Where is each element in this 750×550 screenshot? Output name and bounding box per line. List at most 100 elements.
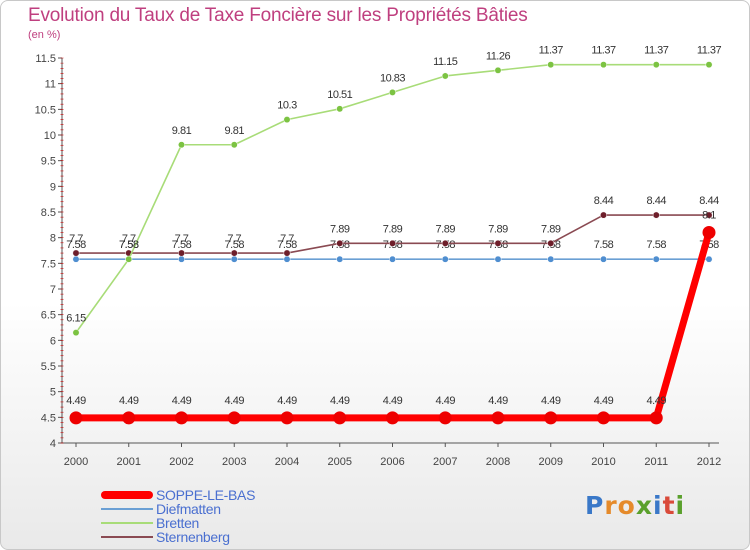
data-point-bretten: [705, 61, 713, 69]
data-point-diefmatten: [600, 255, 607, 263]
y-tick-label: 5.5: [41, 361, 56, 373]
y-tick-label: 8.5: [41, 207, 56, 219]
data-point-soppe-le-bas: [175, 411, 188, 425]
y-tick-label: 9.5: [41, 156, 56, 168]
data-label-sternenberg: 7.7: [175, 233, 189, 245]
data-point-diefmatten: [283, 255, 291, 263]
data-point-bretten: [336, 105, 344, 113]
data-label-diefmatten: 7.58: [277, 239, 297, 251]
data-label-sternenberg: 7.7: [69, 233, 83, 245]
data-label-soppe-le-bas: 4.49: [383, 395, 403, 407]
x-tick-label: 2011: [644, 456, 668, 468]
y-tick-label: 9: [50, 181, 56, 193]
y-tick-label: 7: [50, 284, 56, 296]
logo-letter: P: [585, 491, 605, 520]
legend-label-diefmatten: Diefmatten: [156, 501, 221, 517]
y-tick-label: 10.5: [35, 104, 56, 116]
data-label-soppe-le-bas: 4.49: [66, 395, 86, 407]
data-label-sternenberg: 7.7: [122, 233, 136, 245]
data-point-bretten: [389, 88, 396, 96]
logo-letter: r: [604, 491, 618, 520]
x-tick-label: 2006: [380, 456, 404, 468]
legend-label-sternenberg: Sternenberg: [156, 529, 230, 545]
legend-label-soppe-le-bas: SOPPE-LE-BAS: [156, 487, 256, 503]
data-point-sternenberg: [705, 211, 713, 219]
x-tick-label: 2008: [486, 456, 510, 468]
data-point-bretten: [547, 61, 555, 69]
data-label-diefmatten: 7.58: [647, 239, 667, 251]
data-label-bretten: 11.26: [486, 50, 511, 62]
data-label-bretten: 9.81: [225, 125, 245, 137]
data-label-diefmatten: 7.58: [594, 239, 614, 251]
data-point-soppe-le-bas: [69, 411, 83, 425]
data-label-sternenberg: 7.89: [330, 223, 350, 235]
x-tick-label: 2000: [64, 456, 88, 468]
data-point-soppe-le-bas: [386, 411, 399, 425]
y-tick-label: 6: [50, 335, 56, 347]
y-unit-label: (en %): [28, 29, 61, 41]
data-point-diefmatten: [336, 255, 344, 263]
data-point-bretten: [652, 61, 660, 69]
data-label-soppe-le-bas: 8.1: [702, 210, 716, 222]
data-label-sternenberg: 7.89: [383, 223, 403, 235]
data-label-bretten: 11.15: [433, 56, 458, 68]
data-point-bretten: [125, 255, 133, 263]
data-point-bretten: [72, 329, 80, 337]
data-point-diefmatten: [389, 255, 396, 263]
data-label-diefmatten: 7.58: [225, 239, 245, 251]
data-label-bretten: 10.83: [380, 72, 405, 84]
data-label-soppe-le-bas: 4.49: [119, 395, 139, 407]
brand-logo: Proxiti: [585, 491, 685, 520]
data-label-soppe-le-bas: 4.49: [488, 395, 508, 407]
data-point-sternenberg: [600, 211, 607, 219]
data-point-diefmatten: [230, 255, 238, 263]
data-point-soppe-le-bas: [280, 411, 294, 425]
data-label-bretten: 9.81: [172, 125, 192, 137]
chart-title: Evolution du Taux de Taxe Foncière sur l…: [28, 5, 528, 26]
legend-swatch-diefmatten: [101, 508, 153, 510]
data-label-bretten: 6.15: [66, 313, 86, 325]
y-tick-label: 8: [50, 233, 56, 245]
x-tick-label: 2009: [539, 456, 563, 468]
data-label-sternenberg: 7.7: [227, 233, 241, 245]
y-tick-label: 5: [50, 387, 56, 399]
data-label-soppe-le-bas: 4.49: [594, 395, 614, 407]
data-point-bretten: [230, 141, 238, 149]
data-point-sternenberg: [178, 249, 185, 257]
x-tick-label: 2010: [591, 456, 615, 468]
data-point-bretten: [494, 66, 502, 74]
data-label-sternenberg: 7.89: [436, 223, 456, 235]
data-point-sternenberg: [283, 249, 291, 257]
y-tick-label: 11.5: [35, 53, 56, 65]
data-point-diefmatten: [547, 255, 555, 263]
x-tick-label: 2007: [433, 456, 457, 468]
data-label-bretten: 11.37: [591, 45, 616, 57]
data-label-sternenberg: 7.89: [541, 223, 561, 235]
legend-swatch-sternenberg: [101, 536, 153, 538]
data-label-soppe-le-bas: 4.49: [277, 395, 297, 407]
data-point-diefmatten: [178, 255, 185, 263]
data-point-diefmatten: [494, 255, 502, 263]
y-tick-label: 4.5: [41, 412, 56, 424]
logo-letter: o: [617, 491, 636, 520]
legend-label-bretten: Bretten: [156, 515, 200, 531]
data-point-soppe-le-bas: [544, 411, 558, 425]
data-point-diefmatten: [705, 255, 713, 263]
data-label-bretten: 11.37: [644, 45, 669, 57]
data-label-soppe-le-bas: 4.49: [647, 395, 667, 407]
data-point-diefmatten: [72, 255, 80, 263]
data-point-soppe-le-bas: [227, 411, 241, 425]
data-point-soppe-le-bas: [649, 411, 663, 425]
logo-letter: i: [653, 491, 663, 520]
data-point-diefmatten: [652, 255, 660, 263]
x-tick-label: 2003: [222, 456, 246, 468]
data-label-sternenberg: 8.44: [647, 195, 667, 207]
data-point-sternenberg: [652, 211, 660, 219]
data-label-bretten: 7.58: [119, 239, 139, 251]
data-label-sternenberg: 7.89: [488, 223, 508, 235]
x-tick-label: 2012: [697, 456, 721, 468]
y-tick-label: 7.5: [41, 258, 56, 270]
data-point-sternenberg: [547, 239, 555, 247]
data-point-sternenberg: [336, 239, 344, 247]
data-label-diefmatten: 7.58: [172, 239, 192, 251]
